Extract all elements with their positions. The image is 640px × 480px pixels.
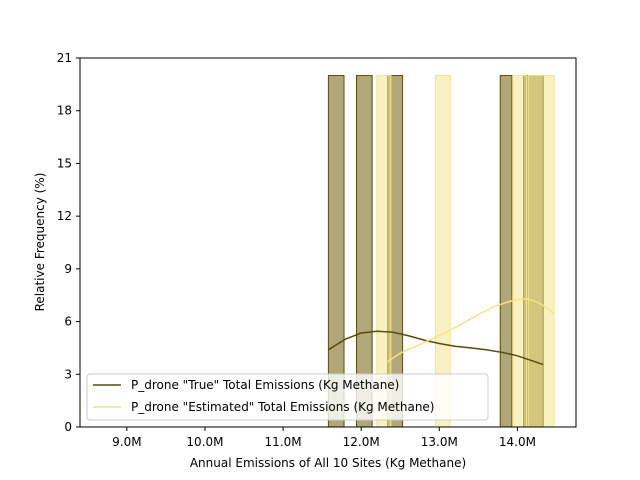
kde-lines-layer xyxy=(328,297,555,366)
legend-box xyxy=(86,373,489,421)
y-axis-ticks: 0 3 6 9 12 15 18 21 xyxy=(57,51,80,434)
x-tick-label: 10.0M xyxy=(186,435,223,449)
x-axis-ticks: 9.0M 10.0M 11.0M 12.0M 13.0M 14.0M xyxy=(112,427,536,449)
y-tick-label: 21 xyxy=(57,51,72,65)
y-tick-label: 12 xyxy=(57,209,72,223)
kde-line-estimated xyxy=(386,297,555,363)
y-tick-label: 9 xyxy=(64,262,72,276)
kde-line-true xyxy=(328,330,544,366)
y-tick-label: 18 xyxy=(57,104,72,118)
plot-frame xyxy=(79,57,577,428)
x-tick-label: 11.0M xyxy=(265,435,302,449)
x-tick-label: 14.0M xyxy=(499,435,536,449)
x-tick-label: 13.0M xyxy=(421,435,458,449)
legend-estimated-label: P_drone "Estimated" Total Emissions (Kg … xyxy=(131,400,435,414)
legend: P_drone "True" Total Emissions (Kg Metha… xyxy=(86,373,489,421)
y-axis-label: Relative Frequency (%) xyxy=(33,173,47,312)
legend-true-label: P_drone "True" Total Emissions (Kg Metha… xyxy=(131,378,399,392)
x-tick-label: 12.0M xyxy=(343,435,380,449)
x-tick-label: 9.0M xyxy=(112,435,141,449)
bar-estimated-3 xyxy=(527,75,555,428)
bars-layer xyxy=(103,75,555,428)
y-tick-label: 6 xyxy=(64,315,72,329)
y-tick-label: 15 xyxy=(57,156,72,170)
y-tick-label: 0 xyxy=(64,420,72,434)
bar-estimated-2 xyxy=(512,75,528,428)
bar-true-3 xyxy=(499,75,513,428)
x-axis-label: Annual Emissions of All 10 Sites (Kg Met… xyxy=(190,456,466,470)
y-tick-label: 3 xyxy=(64,367,72,381)
